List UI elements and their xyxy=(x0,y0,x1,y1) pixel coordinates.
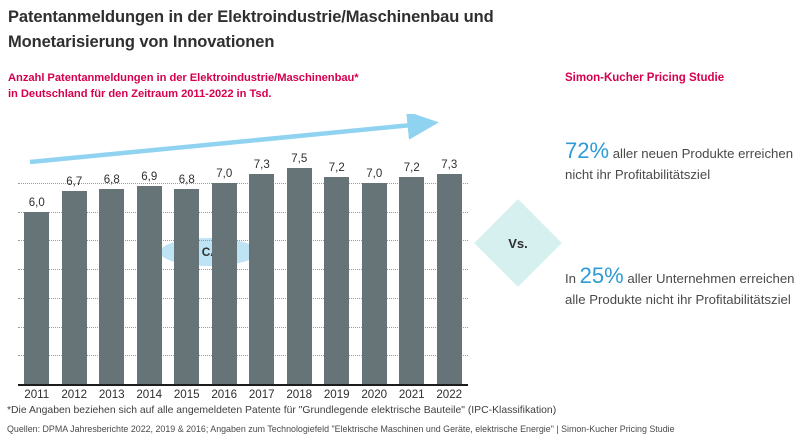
chart-x-tick-label: 2015 xyxy=(173,388,200,401)
chart-bar-value-label: 7,3 xyxy=(441,159,458,172)
chart-gridline xyxy=(18,240,468,242)
study-fact-1-text: aller neuen Produkte erreichen nicht ihr… xyxy=(565,146,794,182)
chart-bar[interactable] xyxy=(99,188,125,384)
chart-bar[interactable] xyxy=(436,174,462,384)
chart-gridline xyxy=(18,297,468,299)
chart-subtitle-line-2: in Deutschland für den Zeitraum 2011-202… xyxy=(8,88,272,100)
chart-bar-value-label: 6,7 xyxy=(66,176,83,189)
chart-x-tick-label: 2013 xyxy=(98,388,125,401)
chart-x-tick-label: 2014 xyxy=(136,388,163,401)
chart-gridline xyxy=(18,326,468,328)
chart-bar[interactable] xyxy=(249,174,275,384)
chart-bar-column[interactable]: 6,7 xyxy=(56,154,94,384)
chart-bar-value-label: 7,2 xyxy=(403,162,420,174)
chart-gridline xyxy=(18,182,468,184)
chart-bar[interactable] xyxy=(61,191,87,384)
chart-x-tick-label: 2021 xyxy=(398,388,425,401)
chart-subtitle: Anzahl Patentanmeldungen in der Elektroi… xyxy=(8,70,508,102)
page-title: Patentanmeldungen in der Elektroindustri… xyxy=(8,5,748,55)
chart-gridlines xyxy=(18,154,468,384)
chart-bar-value-label: 7,3 xyxy=(253,159,270,172)
chart-x-tick-label: 2022 xyxy=(436,388,463,401)
footnote-sources: Quellen: DPMA Jahresberichte 2022, 2019 … xyxy=(7,424,675,434)
chart-bar[interactable] xyxy=(286,168,312,384)
chart-bar[interactable] xyxy=(324,177,350,384)
chart-x-tick-label: 2020 xyxy=(361,388,388,401)
chart-bar[interactable] xyxy=(211,182,237,384)
chart-bar-column[interactable]: 7,3 xyxy=(431,154,469,384)
chart-bar-column[interactable]: 7,0 xyxy=(356,154,394,384)
study-fact-2-text: aller Unternehmen erreichen alle Produkt… xyxy=(565,271,795,307)
chart-subtitle-line-1: Anzahl Patentanmeldungen in der Elektroi… xyxy=(8,72,359,84)
chart-bar-column[interactable]: 7,2 xyxy=(393,154,431,384)
study-fact-1-value: 72% xyxy=(565,138,610,163)
chart-bar-value-label: 7,0 xyxy=(366,167,383,180)
chart-bar[interactable] xyxy=(24,211,50,384)
chart-x-tick-label: 2012 xyxy=(61,388,88,401)
chart-bar-value-label: 7,2 xyxy=(328,162,345,174)
chart-bars: 6,0 6,7 6,8 6,9 6,8 7,0 7,3 7,5 7,2 7,0 7,2 7,3 xyxy=(18,153,469,384)
cagr-arrow-icon xyxy=(29,114,439,165)
chart-bar-column[interactable]: 7,2 xyxy=(318,154,356,384)
vs-label: Vs. xyxy=(508,235,528,251)
study-fact-2-prefix: In xyxy=(565,271,580,286)
study-fact-1: 72% aller neuen Produkte erreichen nicht… xyxy=(565,140,800,185)
chart-bar[interactable] xyxy=(399,177,425,384)
chart-bar[interactable] xyxy=(174,188,200,384)
page-title-line-1: Patentanmeldungen in der Elektroindustri… xyxy=(8,8,494,26)
chart-x-tick-label: 2016 xyxy=(211,388,238,401)
study-fact-2-value: 25% xyxy=(579,263,624,288)
chart-bar-column[interactable]: 7,0 xyxy=(206,154,244,384)
chart-bar-value-label: 7,0 xyxy=(216,167,233,180)
chart-plot-area: 6,0 6,7 6,8 6,9 6,8 7,0 7,3 7,5 7,2 7,0 7,2 7,3 xyxy=(18,153,469,384)
study-fact-2: In 25% aller Unternehmen erreichen alle … xyxy=(565,265,800,310)
chart-bar-value-label: 6,0 xyxy=(28,196,45,209)
chart-x-tick-label: 2018 xyxy=(286,388,313,401)
chart-bar-value-label: 7,5 xyxy=(291,153,308,166)
chart-bar[interactable] xyxy=(361,182,387,384)
chart-bar-column[interactable]: 7,3 xyxy=(243,154,281,384)
chart-x-axis-line xyxy=(18,384,468,386)
chart-bar-column[interactable]: 6,8 xyxy=(93,154,131,384)
chart-bar-value-label: 6,9 xyxy=(141,170,158,183)
chart-x-axis-labels: 2011 2012 2013 2014 2015 2016 2017 2018 2019 2020… xyxy=(18,388,468,401)
chart-bar-column[interactable]: 6,8 xyxy=(168,154,206,384)
chart-x-tick-label: 2011 xyxy=(24,388,50,401)
study-panel-title: Simon-Kucher Pricing Studie xyxy=(565,72,725,84)
chart-bar-column[interactable]: 6,9 xyxy=(131,154,169,384)
chart-gridline xyxy=(18,211,468,213)
chart-x-tick-label: 2017 xyxy=(248,388,275,401)
chart-x-tick-label: 2019 xyxy=(323,388,350,401)
chart-bar-value-label: 6,8 xyxy=(103,173,120,186)
chart-bar-column[interactable]: 7,5 xyxy=(281,153,319,384)
chart-bar[interactable] xyxy=(136,185,162,384)
bar-chart: 2% CAGR 6,0 6,7 6,8 6,9 6,8 7,0 7,3 7,5 7,2 7,0 7,… xyxy=(8,114,469,401)
chart-gridline xyxy=(18,269,468,270)
chart-bar-value-label: 6,8 xyxy=(178,173,195,186)
chart-gridline xyxy=(18,355,468,357)
chart-bar-column[interactable]: 6,0 xyxy=(18,154,56,384)
page-title-line-2: Monetarisierung von Innovationen xyxy=(8,33,275,51)
footnote-asterisk: *Die Angaben beziehen sich auf alle ange… xyxy=(7,405,557,416)
